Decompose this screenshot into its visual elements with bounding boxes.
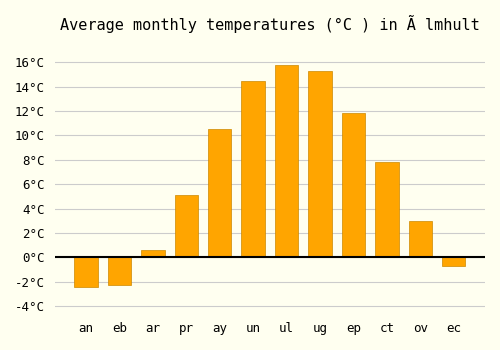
Bar (242, 80, 265, 257)
Bar (308, 71, 332, 257)
Bar (108, 257, 131, 286)
Bar (408, 221, 432, 257)
Bar (375, 162, 398, 257)
Bar (275, 65, 298, 257)
Bar (442, 257, 466, 266)
Bar (74, 257, 98, 287)
Bar (174, 195, 198, 257)
Bar (342, 113, 365, 257)
Bar (208, 129, 232, 257)
Title: Average monthly temperatures (°C ) in Ã lmhult: Average monthly temperatures (°C ) in Ã … (60, 15, 480, 33)
Bar (141, 250, 165, 257)
